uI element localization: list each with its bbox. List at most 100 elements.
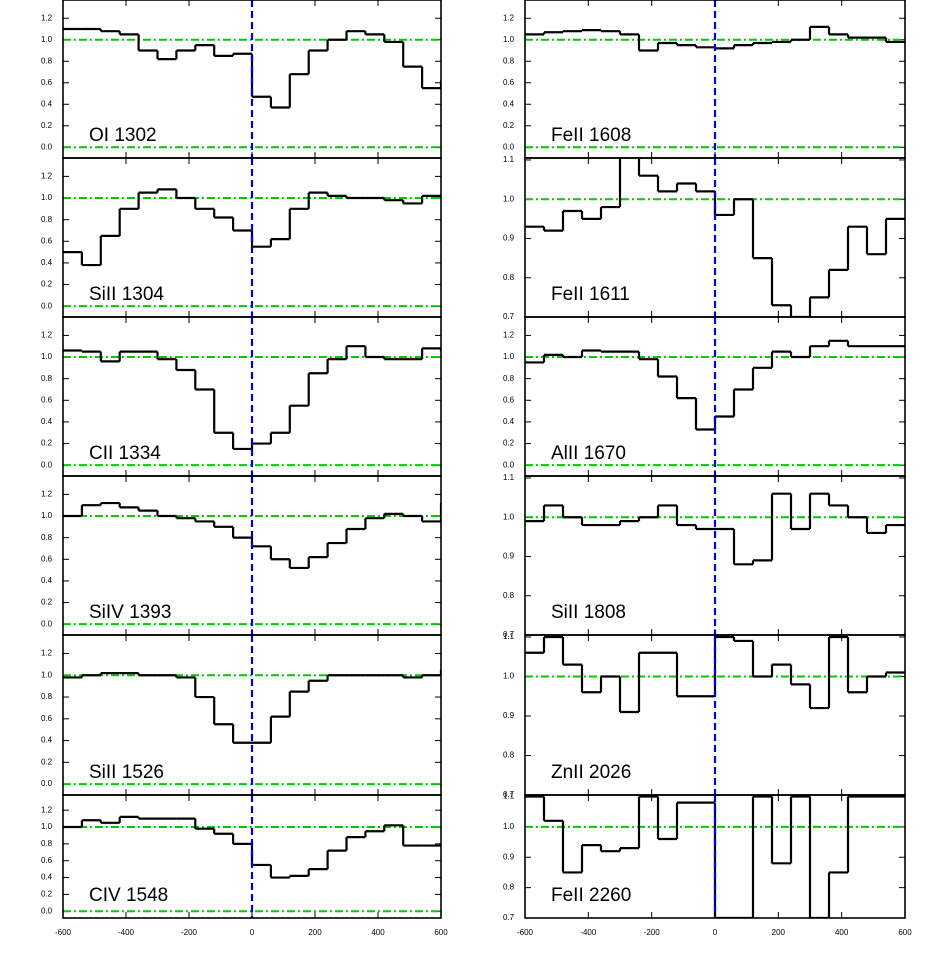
x-tick-label: 600	[898, 928, 912, 937]
y-tick-label: 1.2	[41, 171, 53, 180]
x-tick-label: 600	[434, 928, 448, 937]
y-tick-label: 1.0	[41, 35, 53, 44]
step-line	[525, 25, 905, 52]
panel-label: SiII 1526	[89, 762, 164, 783]
x-tick-label: -600	[517, 928, 534, 937]
y-tick-label: 0.0	[41, 460, 53, 469]
step-line	[525, 158, 905, 317]
panel: 0.0 0.2 0.4 0.6 0.8 1.0 1.2 OI 1302	[41, 0, 442, 159]
y-tick-label: 1.2	[503, 330, 515, 339]
step-line	[63, 815, 441, 879]
step-line	[525, 635, 905, 714]
x-tick-label: -600	[55, 928, 72, 937]
panel: 0.7 0.8 0.9 1.0 1.1 -600 -400 -200 0 200 400 600 FeI…	[503, 792, 912, 937]
panel-label: FeII 1611	[551, 284, 630, 305]
y-tick-label: 0.4	[41, 99, 53, 108]
panel-frame	[524, 794, 906, 919]
y-tick-label: 0.6	[41, 856, 53, 865]
panel-label: CII 1334	[89, 443, 161, 464]
panel: 0.0 0.2 0.4 0.6 0.8 1.0 1.2 FeII 1608	[503, 0, 906, 159]
y-tick-label: 0.8	[503, 56, 515, 65]
y-tick-label: 0.6	[41, 554, 53, 563]
panel: 0.0 0.2 0.4 0.6 0.8 1.0 1.2 SiIV 1393	[41, 475, 442, 636]
x-tick-label: 0	[713, 928, 718, 937]
x-tick-label: 400	[371, 928, 385, 937]
panel-label: SiIV 1393	[89, 602, 171, 623]
panel: 0.0 0.2 0.4 0.6 0.8 1.0 1.2 SiII 1526	[41, 634, 442, 796]
step-line	[525, 492, 905, 566]
y-tick-label: 0.0	[503, 460, 515, 469]
y-tick-label: 1.2	[41, 649, 53, 658]
y-tick-label: 1.0	[503, 352, 515, 361]
y-tick-label: 0.9	[503, 552, 515, 561]
panel-label: CIV 1548	[89, 885, 168, 906]
panel-label: OI 1302	[89, 125, 157, 146]
y-tick-label: 0.8	[503, 591, 515, 600]
y-tick-label: 1.0	[503, 822, 515, 831]
y-tick-label: 0.8	[41, 215, 53, 224]
y-tick-label: 0.7	[503, 790, 515, 799]
y-tick-label: 1.1	[503, 473, 515, 482]
y-tick-label: 0.8	[503, 751, 515, 760]
panel: 0.7 0.8 0.9 1.0 1.1 ZnII 2026	[503, 632, 906, 799]
y-tick-label: 1.1	[503, 155, 515, 164]
panel: 0.0 0.2 0.4 0.6 0.8 1.0 1.2 SiII 1304	[41, 157, 442, 318]
panel: 0.7 0.8 0.9 1.0 1.1 FeII 1611	[503, 155, 906, 321]
step-line	[63, 501, 441, 570]
y-tick-label: 1.0	[503, 35, 515, 44]
panel: 0.7 0.8 0.9 1.0 1.1 SiII 1808	[503, 473, 906, 639]
x-tick-label: -400	[118, 928, 135, 937]
y-tick-label: 0.7	[503, 630, 515, 639]
y-tick-label: 0.8	[41, 533, 53, 542]
y-tick-label: 0.0	[41, 142, 53, 151]
y-tick-label: 1.0	[503, 672, 515, 681]
y-tick-label: 0.6	[41, 714, 53, 723]
y-tick-label: 0.4	[41, 258, 53, 267]
y-tick-label: 1.2	[41, 13, 53, 22]
y-tick-label: 0.8	[41, 56, 53, 65]
y-tick-label: 0.4	[41, 736, 53, 745]
y-tick-label: 0.6	[41, 78, 53, 87]
step-line	[63, 188, 441, 267]
y-tick-label: 0.6	[503, 78, 515, 87]
panel-label: AlII 1670	[551, 443, 626, 464]
step-line	[63, 27, 441, 109]
y-tick-label: 0.9	[503, 852, 515, 861]
y-tick-label: 1.0	[503, 512, 515, 521]
y-tick-label: 1.2	[41, 805, 53, 814]
y-tick-label: 0.2	[41, 439, 53, 448]
y-tick-label: 0.4	[41, 576, 53, 585]
y-tick-label: 0.8	[503, 374, 515, 383]
panel: 0.0 0.2 0.4 0.6 0.8 1.0 1.2 -600 -400 -200 0 200 400…	[41, 794, 448, 937]
y-tick-label: 0.8	[41, 839, 53, 848]
y-tick-label: 0.7	[503, 312, 515, 321]
panel: 0.0 0.2 0.4 0.6 0.8 1.0 1.2 AlII 1670	[503, 316, 906, 477]
y-tick-label: 0.7	[503, 913, 515, 922]
y-tick-label: 0.0	[41, 301, 53, 310]
y-tick-label: 0.8	[41, 692, 53, 701]
panel-frame	[62, 794, 442, 919]
y-tick-label: 1.0	[41, 511, 53, 520]
x-tick-label: -200	[644, 928, 661, 937]
y-tick-label: 1.1	[503, 792, 515, 801]
y-tick-label: 0.6	[41, 395, 53, 404]
y-tick-label: 1.1	[503, 632, 515, 641]
panel-label: SiII 1808	[551, 602, 626, 623]
x-tick-label: 200	[772, 928, 786, 937]
y-tick-label: 0.6	[41, 236, 53, 245]
y-tick-label: 1.0	[41, 352, 53, 361]
step-line	[63, 669, 441, 744]
y-tick-label: 1.0	[41, 670, 53, 679]
x-tick-label: 400	[835, 928, 849, 937]
x-tick-label: -400	[580, 928, 597, 937]
panel-label: SiII 1304	[89, 284, 164, 305]
y-tick-label: 1.0	[503, 194, 515, 203]
panel-label: FeII 2260	[551, 885, 631, 906]
step-line	[63, 345, 441, 451]
y-tick-label: 0.0	[503, 142, 515, 151]
y-tick-label: 0.4	[503, 99, 515, 108]
y-tick-label: 0.0	[41, 619, 53, 628]
y-tick-label: 0.2	[41, 757, 53, 766]
